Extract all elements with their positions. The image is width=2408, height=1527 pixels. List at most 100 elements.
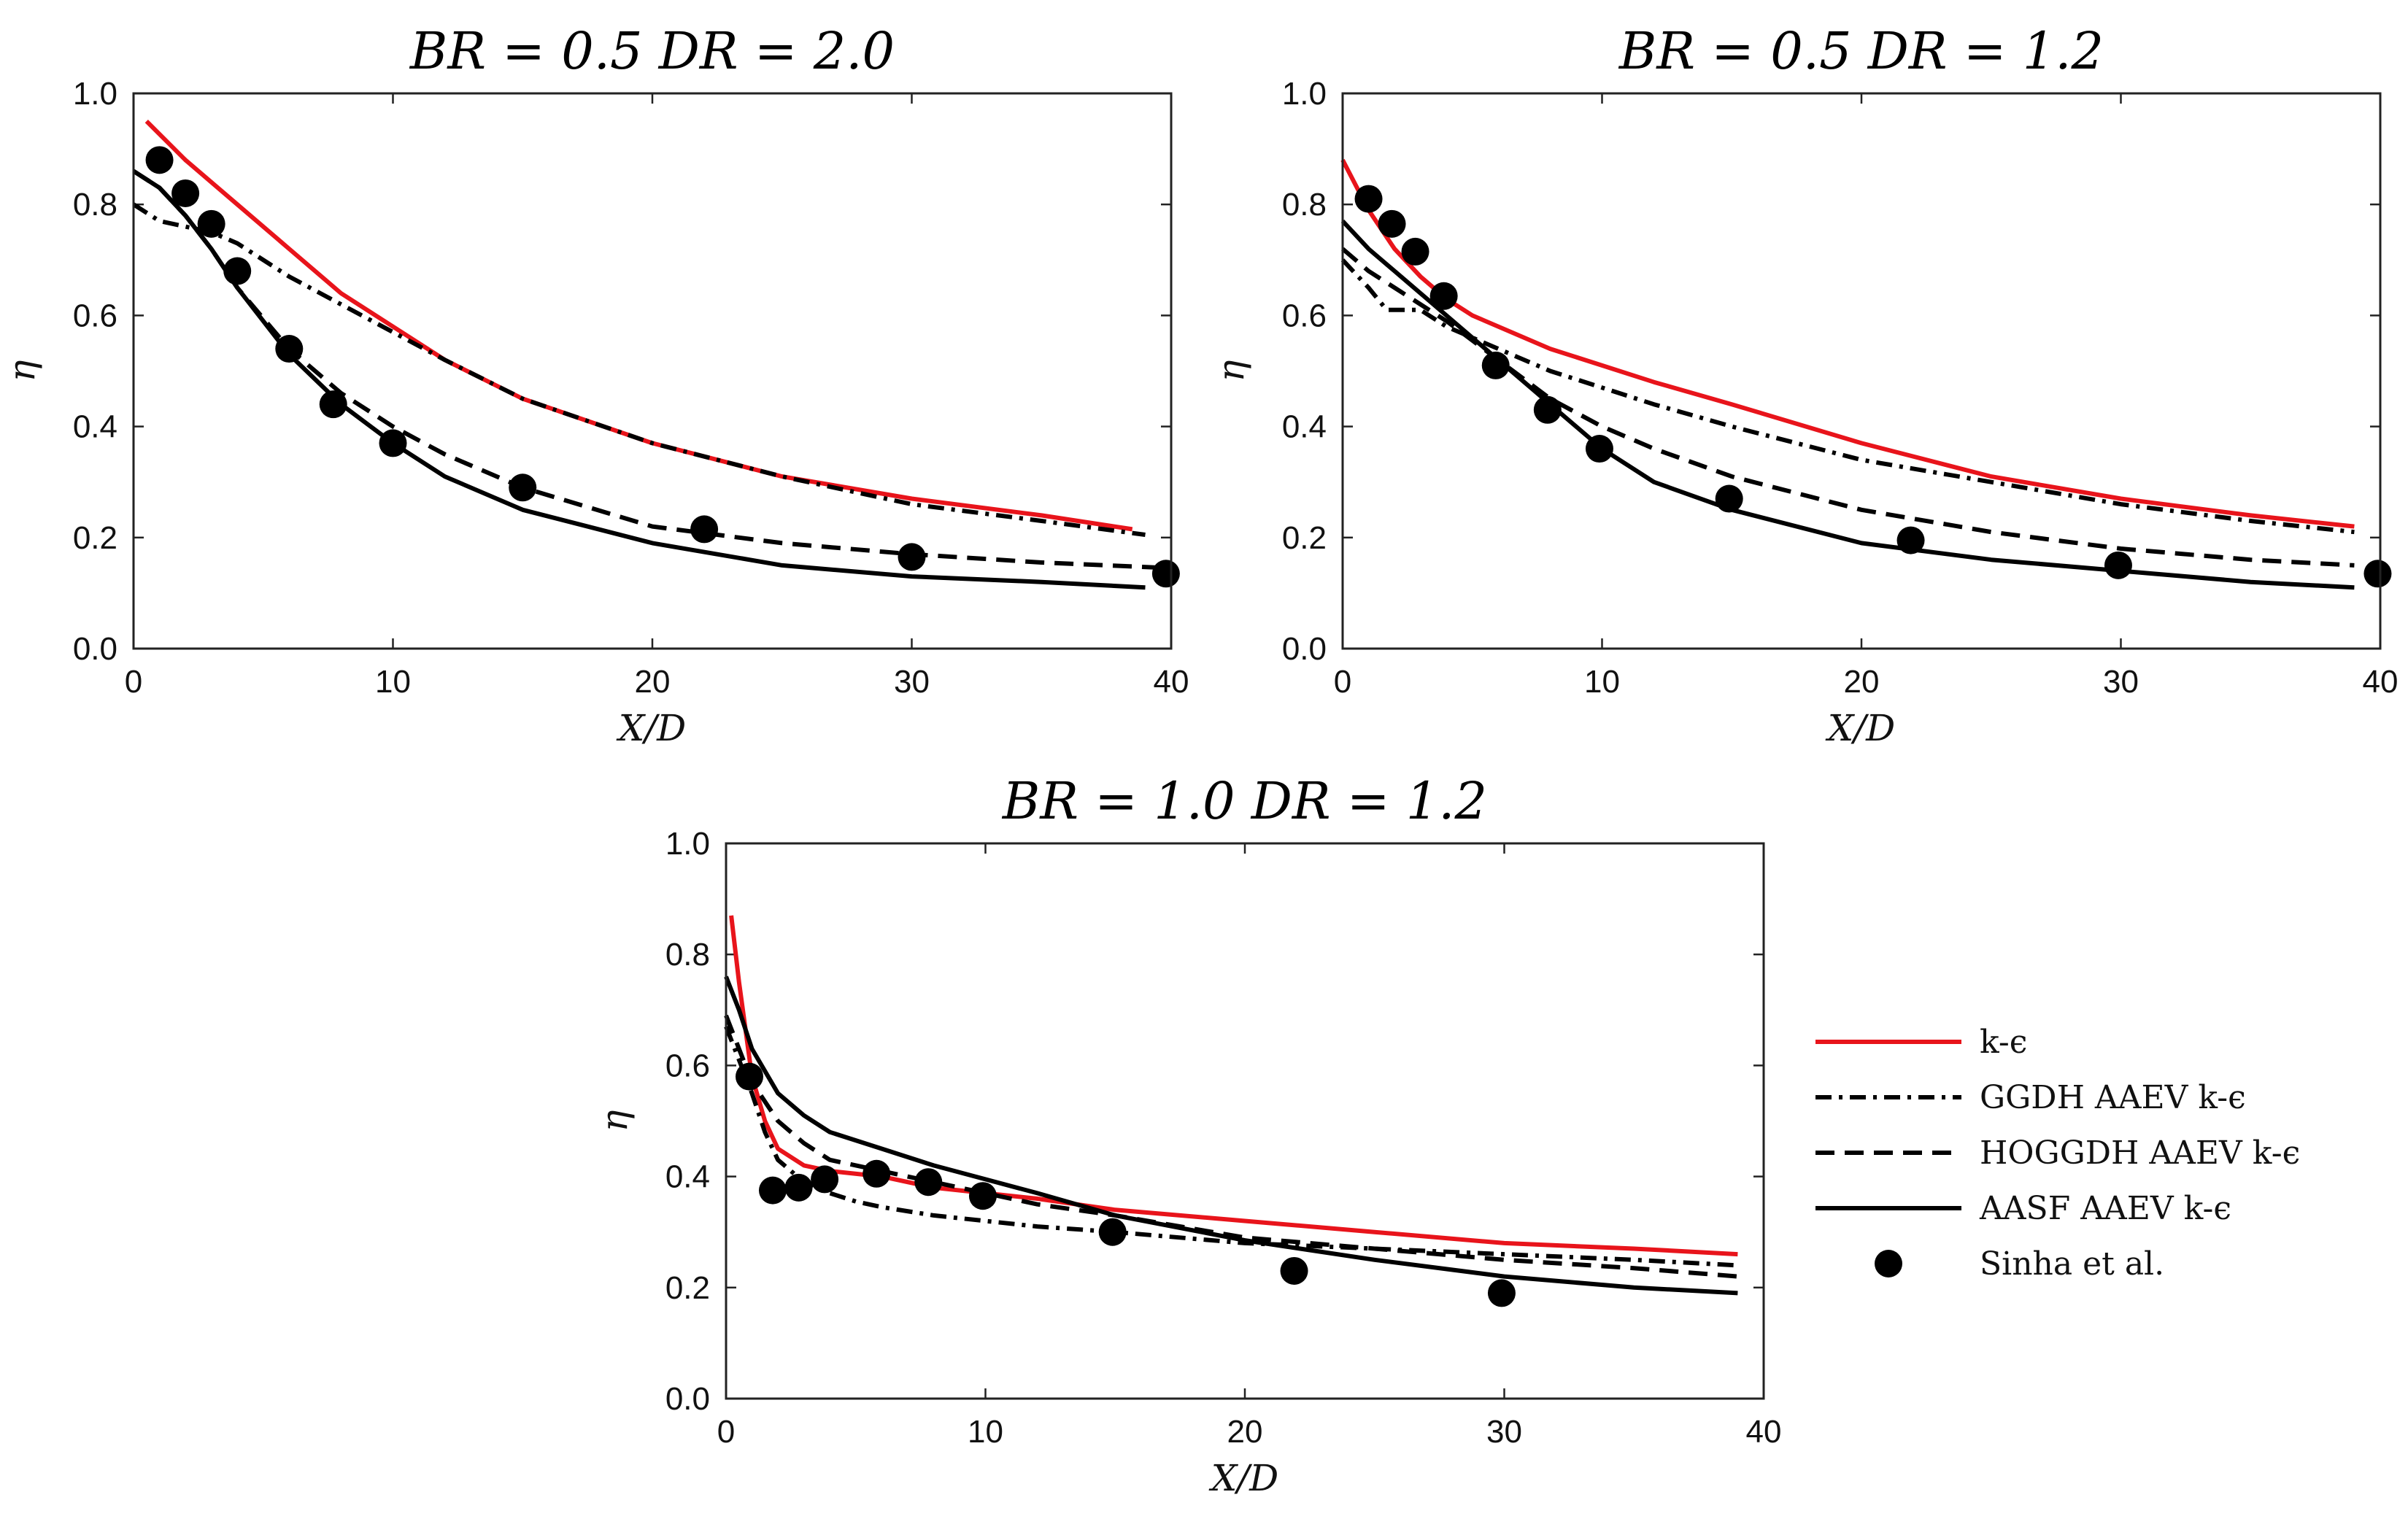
series-line-hoggdh xyxy=(1341,247,2355,568)
legend-label: k-ϵ xyxy=(1980,1024,2027,1061)
legend-anchor xyxy=(1806,1018,1809,1021)
x-axis-label: X/D xyxy=(616,707,687,749)
legend-label: Sinha et al. xyxy=(1980,1245,2164,1283)
y-tick-label: 0.2 xyxy=(1282,520,1327,556)
y-tick-label: 0.0 xyxy=(73,631,117,667)
series-line-aasf xyxy=(1340,219,2355,590)
data-point-exp xyxy=(275,335,304,363)
y-axis-label: η xyxy=(593,1110,636,1132)
x-tick-label: 0 xyxy=(125,664,142,700)
y-tick-label: 0.6 xyxy=(73,298,117,333)
legend-marker xyxy=(1875,1250,1902,1277)
x-tick-label: 0 xyxy=(717,1414,735,1450)
data-point-exp xyxy=(1151,560,1180,588)
series-line-keps xyxy=(729,915,1738,1257)
x-tick-label: 30 xyxy=(1486,1414,1522,1450)
data-point-exp xyxy=(1487,1279,1516,1307)
x-tick-label: 40 xyxy=(2363,664,2399,700)
x-tick-label: 30 xyxy=(894,664,930,700)
y-tick-label: 0.6 xyxy=(1282,298,1327,333)
x-tick-label: 20 xyxy=(1227,1414,1263,1450)
data-point-exp xyxy=(1401,237,1429,266)
y-tick-label: 1.0 xyxy=(665,826,710,862)
y-tick-label: 0.0 xyxy=(665,1381,710,1417)
x-tick-label: 30 xyxy=(2103,664,2139,700)
data-point-exp xyxy=(863,1159,891,1188)
legend: k-ϵ GGDH AAEV k-ϵ HOGGDH AAEV k-ϵ AASF AAEV… xyxy=(1806,1018,2300,1283)
data-point-exp xyxy=(509,473,537,502)
series-line-keps xyxy=(1340,158,2355,529)
data-point-exp xyxy=(1481,351,1510,379)
chart-panel-1: BR = 0.5 DR = 2.0 0 10 20 30 40 0.0 0.2 0.4 0.6 0.… xyxy=(1,21,1189,749)
y-tick-label: 0.4 xyxy=(1282,409,1327,445)
y-axis-label: η xyxy=(1,360,43,382)
legend-label: AASF AAEV k-ϵ xyxy=(1979,1190,2231,1227)
data-point-exp xyxy=(1715,484,1743,513)
chart-panel-2: BR = 0.5 DR = 1.2 0 10 20 30 40 0.0 0.2 0.4 0.6 0.… xyxy=(1210,21,2398,749)
data-point-exp xyxy=(1896,526,1925,554)
data-point-exp xyxy=(914,1168,943,1197)
data-point-exp xyxy=(735,1062,763,1091)
y-tick-label: 0.6 xyxy=(665,1048,710,1083)
y-tick-label: 0.0 xyxy=(1282,631,1327,667)
legend-item-aasf: AASF AAEV k-ϵ xyxy=(1815,1190,2231,1227)
x-tick-label: 40 xyxy=(1746,1414,1782,1450)
y-tick-label: 0.4 xyxy=(73,409,117,445)
chart-title: BR = 0.5 DR = 1.2 xyxy=(1618,21,2104,81)
data-point-exp xyxy=(197,209,225,238)
data-point-exp xyxy=(1354,185,1383,213)
legend-item-ggdh: GGDH AAEV k-ϵ xyxy=(1815,1079,2246,1116)
y-tick-label: 0.2 xyxy=(73,520,117,556)
data-point-exp xyxy=(784,1173,813,1202)
series-line-ggdh xyxy=(132,202,1146,537)
y-tick-label: 0.4 xyxy=(665,1159,710,1195)
series-line-keps xyxy=(144,119,1133,532)
y-tick-label: 0.8 xyxy=(665,937,710,973)
legend-item-hoggdh: HOGGDH AAEV k-ϵ xyxy=(1815,1134,2300,1172)
data-point-exp xyxy=(968,1182,997,1210)
x-tick-label: 10 xyxy=(375,664,411,700)
x-tick-label: 10 xyxy=(968,1414,1003,1450)
data-point-exp xyxy=(1533,395,1562,424)
data-point-exp xyxy=(1585,435,1613,463)
data-point-exp xyxy=(1098,1218,1127,1246)
plot-frame xyxy=(132,92,1173,650)
x-tick-label: 20 xyxy=(635,664,671,700)
data-point-exp xyxy=(690,515,719,544)
data-point-exp xyxy=(379,429,407,457)
x-tick-label: 20 xyxy=(1844,664,1880,700)
data-point-exp xyxy=(811,1165,839,1194)
x-axis-label: X/D xyxy=(1825,707,1896,749)
series-line-ggdh xyxy=(724,1026,1738,1268)
data-point-exp xyxy=(145,146,174,174)
x-tick-label: 40 xyxy=(1154,664,1189,700)
legend-item-exp: Sinha et al. xyxy=(1875,1245,2164,1283)
x-tick-label: 10 xyxy=(1584,664,1620,700)
chart-panel-3: BR = 1.0 DR = 1.2 0 10 20 30 40 0.0 0.2 0.4 0.6 0.… xyxy=(593,771,1781,1499)
x-axis-label: X/D xyxy=(1208,1457,1279,1499)
data-point-exp xyxy=(1429,282,1458,310)
data-point-exp xyxy=(2363,560,2392,588)
data-point-exp xyxy=(223,257,252,285)
series-line-aasf xyxy=(132,169,1146,590)
data-point-exp xyxy=(2104,551,2132,579)
legend-item-keps: k-ϵ xyxy=(1815,1024,2027,1061)
chart-title: BR = 0.5 DR = 2.0 xyxy=(409,21,895,81)
data-point-exp xyxy=(1378,209,1406,238)
data-point-exp xyxy=(171,179,200,207)
legend-label: HOGGDH AAEV k-ϵ xyxy=(1980,1134,2300,1172)
y-tick-label: 1.0 xyxy=(1282,76,1327,112)
series-line-hoggdh xyxy=(132,169,1172,571)
plot-frame xyxy=(725,842,1765,1400)
series-line-hoggdh xyxy=(724,1014,1738,1279)
series-line-ggdh xyxy=(1340,258,2355,535)
y-axis-label: η xyxy=(1210,360,1252,382)
y-tick-label: 0.2 xyxy=(665,1270,710,1306)
chart-title: BR = 1.0 DR = 1.2 xyxy=(1001,771,1487,831)
legend-label: GGDH AAEV k-ϵ xyxy=(1980,1079,2246,1116)
plot-frame xyxy=(1341,92,2382,650)
x-tick-label: 0 xyxy=(1334,664,1351,700)
data-point-exp xyxy=(319,390,347,419)
data-point-exp xyxy=(898,543,926,571)
